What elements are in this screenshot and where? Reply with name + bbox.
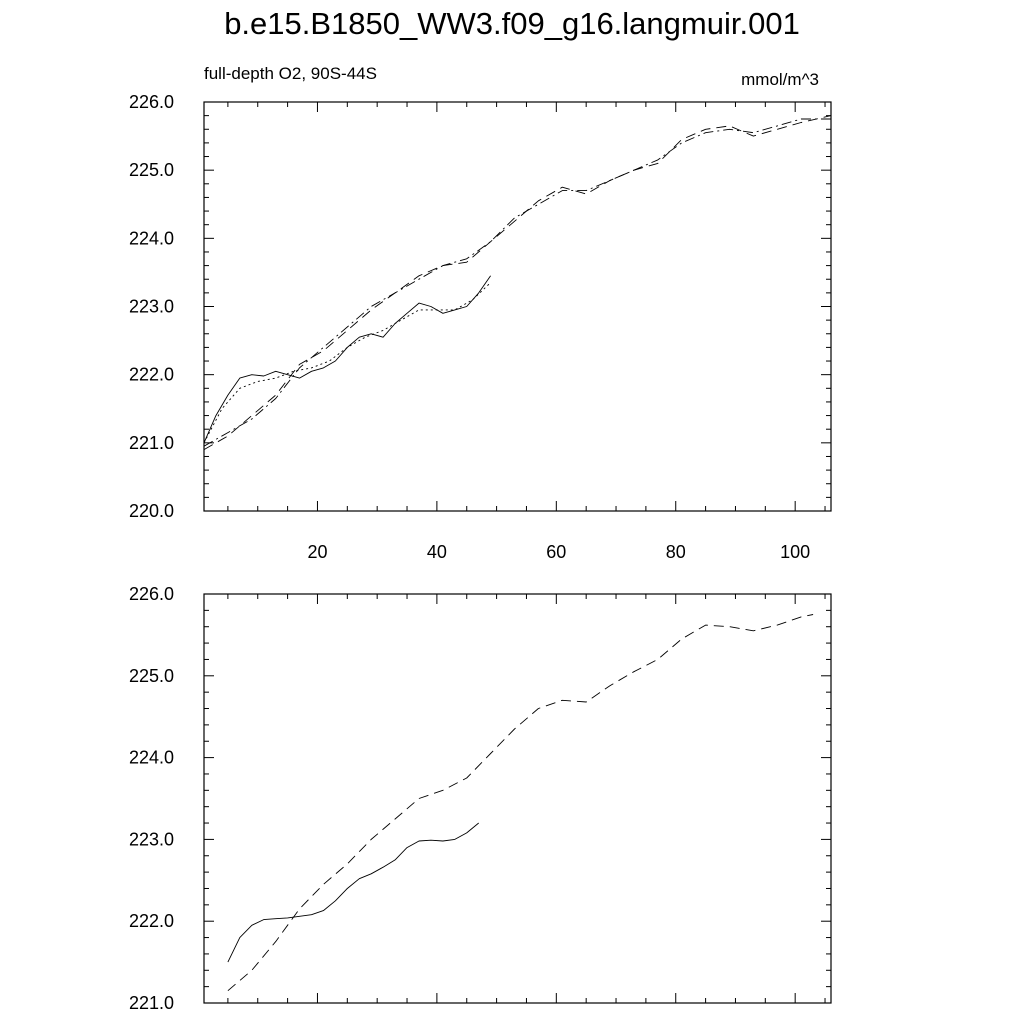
y-tick-label: 225.0 bbox=[129, 666, 174, 686]
x-tick-label: 20 bbox=[307, 542, 327, 562]
y-tick-label: 221.0 bbox=[129, 993, 174, 1013]
x-tick-label: 40 bbox=[427, 542, 447, 562]
y-tick-label: 222.0 bbox=[129, 911, 174, 931]
plot-frame-2 bbox=[203, 593, 832, 1004]
x-tick-label: 100 bbox=[780, 542, 810, 562]
chart-title: b.e15.B1850_WW3.f09_g16.langmuir.001 bbox=[224, 6, 800, 41]
y-tick-label: 224.0 bbox=[129, 228, 174, 248]
y-tick-label: 222.0 bbox=[129, 365, 174, 385]
y-tick-label: 225.0 bbox=[129, 160, 174, 180]
x-tick-label: 80 bbox=[666, 542, 686, 562]
series-line-dashed bbox=[227, 614, 814, 992]
series-line-solid bbox=[203, 275, 491, 443]
y-tick-label: 226.0 bbox=[129, 92, 174, 112]
y-tick-label: 221.0 bbox=[129, 433, 174, 453]
series-line-solid bbox=[227, 822, 479, 963]
plot-frame-1 bbox=[203, 101, 832, 512]
x-tick-label: 60 bbox=[546, 542, 566, 562]
y-tick-label: 220.0 bbox=[129, 501, 174, 521]
y-tick-label: 223.0 bbox=[129, 829, 174, 849]
chart-subtitle-variable: full-depth O2, 90S-44S bbox=[204, 64, 377, 83]
series-line-dashdot bbox=[203, 118, 831, 447]
chart-subtitle-units: mmol/m^3 bbox=[741, 70, 819, 89]
y-tick-label: 224.0 bbox=[129, 748, 174, 768]
series-line-dotted bbox=[203, 282, 491, 444]
series-line-dashed bbox=[203, 115, 832, 450]
y-tick-label: 223.0 bbox=[129, 297, 174, 317]
y-tick-label: 226.0 bbox=[129, 584, 174, 604]
